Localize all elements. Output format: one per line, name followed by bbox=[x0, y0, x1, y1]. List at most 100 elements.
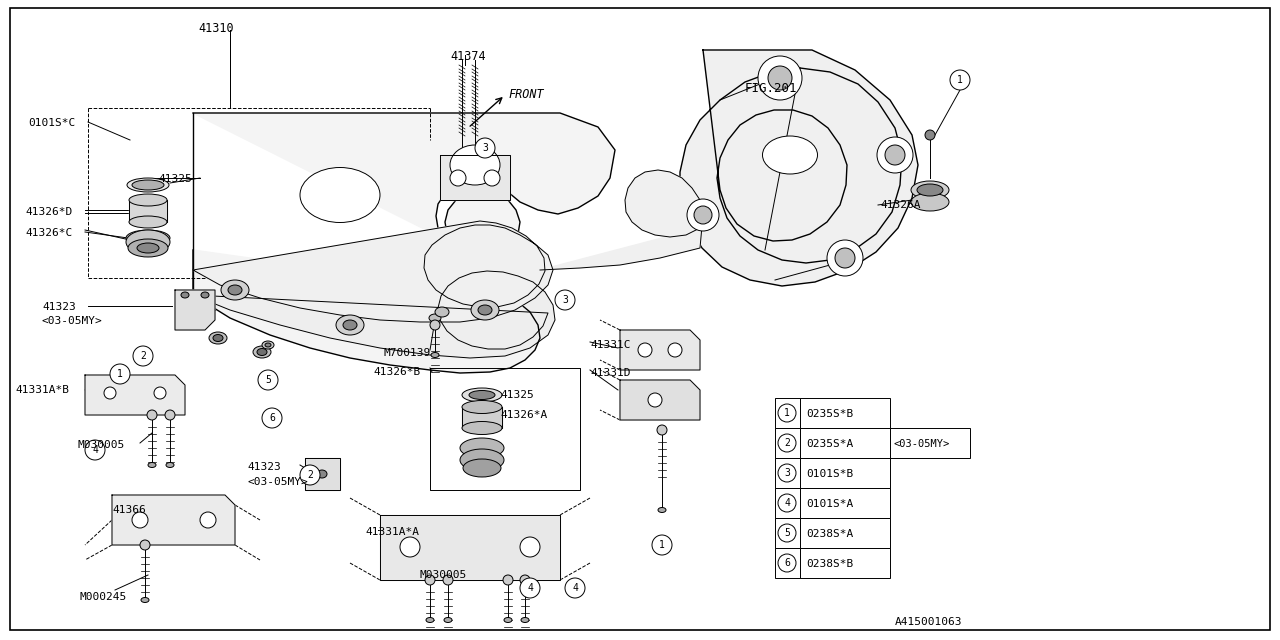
Bar bbox=[774, 458, 800, 488]
Text: 0101S*A: 0101S*A bbox=[806, 499, 854, 509]
Circle shape bbox=[668, 343, 682, 357]
Text: 2: 2 bbox=[307, 470, 312, 480]
Text: 41325: 41325 bbox=[157, 174, 192, 184]
Circle shape bbox=[110, 364, 131, 384]
Circle shape bbox=[768, 66, 792, 90]
Text: 41326*B: 41326*B bbox=[372, 367, 420, 377]
Text: 41325: 41325 bbox=[500, 390, 534, 400]
Text: <03-05MY>: <03-05MY> bbox=[42, 316, 102, 326]
Text: 2: 2 bbox=[785, 438, 790, 448]
Ellipse shape bbox=[763, 136, 818, 174]
Ellipse shape bbox=[180, 292, 189, 298]
Text: M030005: M030005 bbox=[78, 440, 125, 450]
Ellipse shape bbox=[253, 346, 271, 358]
Circle shape bbox=[475, 138, 495, 158]
Ellipse shape bbox=[209, 332, 227, 344]
Ellipse shape bbox=[451, 145, 500, 185]
Ellipse shape bbox=[129, 216, 166, 228]
Ellipse shape bbox=[166, 463, 174, 467]
Ellipse shape bbox=[460, 438, 504, 458]
Text: FIG.201: FIG.201 bbox=[745, 82, 797, 95]
Text: 0235S*A: 0235S*A bbox=[806, 439, 854, 449]
Text: 4: 4 bbox=[572, 583, 579, 593]
Circle shape bbox=[925, 130, 934, 140]
Polygon shape bbox=[620, 380, 700, 420]
Circle shape bbox=[165, 410, 175, 420]
Ellipse shape bbox=[221, 280, 250, 300]
Ellipse shape bbox=[911, 181, 948, 199]
Text: <03-05MY>: <03-05MY> bbox=[893, 439, 950, 449]
Text: 41366: 41366 bbox=[113, 505, 146, 515]
Ellipse shape bbox=[125, 230, 170, 254]
Circle shape bbox=[637, 343, 652, 357]
Text: 41331D: 41331D bbox=[590, 368, 631, 378]
Ellipse shape bbox=[504, 618, 512, 623]
Circle shape bbox=[835, 248, 855, 268]
Text: A415001063: A415001063 bbox=[895, 617, 963, 627]
Circle shape bbox=[778, 434, 796, 452]
Ellipse shape bbox=[257, 349, 268, 355]
Circle shape bbox=[520, 537, 540, 557]
Text: 3: 3 bbox=[483, 143, 488, 153]
Ellipse shape bbox=[444, 618, 452, 623]
Text: M030005: M030005 bbox=[420, 570, 467, 580]
Ellipse shape bbox=[317, 470, 326, 478]
Circle shape bbox=[778, 494, 796, 512]
Ellipse shape bbox=[477, 305, 492, 315]
Polygon shape bbox=[680, 50, 918, 286]
Text: 6: 6 bbox=[785, 558, 790, 568]
Polygon shape bbox=[84, 375, 186, 415]
Ellipse shape bbox=[911, 193, 948, 211]
Text: 1: 1 bbox=[116, 369, 123, 379]
Text: 41331A*A: 41331A*A bbox=[365, 527, 419, 537]
Ellipse shape bbox=[125, 230, 170, 246]
Circle shape bbox=[758, 56, 803, 100]
Text: 5: 5 bbox=[785, 528, 790, 538]
Polygon shape bbox=[175, 290, 215, 330]
Ellipse shape bbox=[429, 314, 442, 322]
Text: 5: 5 bbox=[265, 375, 271, 385]
Circle shape bbox=[564, 578, 585, 598]
Ellipse shape bbox=[269, 413, 275, 417]
Bar bbox=[774, 548, 800, 578]
Circle shape bbox=[133, 346, 154, 366]
Bar bbox=[774, 488, 800, 518]
Circle shape bbox=[657, 425, 667, 435]
Text: 1: 1 bbox=[785, 408, 790, 418]
Polygon shape bbox=[440, 155, 509, 200]
Circle shape bbox=[262, 408, 282, 428]
Polygon shape bbox=[620, 330, 700, 370]
Polygon shape bbox=[540, 170, 703, 270]
Ellipse shape bbox=[462, 422, 502, 435]
Text: 6: 6 bbox=[269, 413, 275, 423]
Text: M700139: M700139 bbox=[383, 348, 430, 358]
Circle shape bbox=[451, 170, 466, 186]
Ellipse shape bbox=[460, 449, 504, 471]
Ellipse shape bbox=[265, 343, 271, 347]
Ellipse shape bbox=[148, 463, 156, 467]
Circle shape bbox=[154, 387, 166, 399]
Text: 0101S*C: 0101S*C bbox=[28, 118, 76, 128]
Ellipse shape bbox=[201, 292, 209, 298]
Circle shape bbox=[443, 575, 453, 585]
Circle shape bbox=[425, 575, 435, 585]
Bar bbox=[800, 518, 890, 548]
Ellipse shape bbox=[228, 285, 242, 295]
Bar bbox=[800, 398, 890, 428]
Circle shape bbox=[827, 240, 863, 276]
Bar bbox=[774, 398, 800, 428]
Polygon shape bbox=[193, 113, 614, 258]
Bar bbox=[890, 428, 970, 458]
Ellipse shape bbox=[462, 388, 502, 402]
Text: 41331C: 41331C bbox=[590, 340, 631, 350]
Bar bbox=[800, 458, 890, 488]
Text: 41326*D: 41326*D bbox=[26, 207, 72, 217]
Ellipse shape bbox=[141, 598, 148, 602]
Ellipse shape bbox=[463, 459, 500, 477]
Polygon shape bbox=[113, 495, 236, 545]
Ellipse shape bbox=[916, 184, 943, 196]
Ellipse shape bbox=[426, 618, 434, 623]
Polygon shape bbox=[193, 221, 553, 322]
Text: 4: 4 bbox=[527, 583, 532, 593]
Circle shape bbox=[132, 512, 148, 528]
